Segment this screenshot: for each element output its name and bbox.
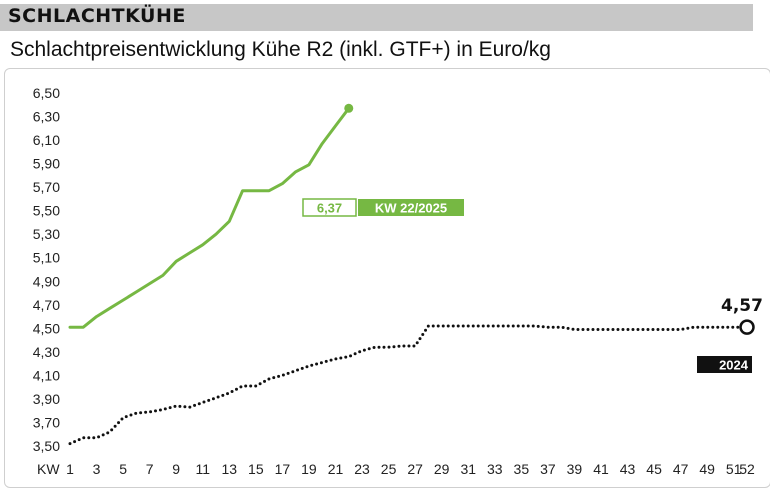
- x-tick-label: 47: [673, 461, 689, 477]
- x-tick-label: 39: [567, 461, 583, 477]
- label-2025-week-box: [358, 199, 464, 216]
- y-tick-label: 6,50: [33, 85, 60, 101]
- header-title: SCHLACHTKÜHE: [8, 5, 186, 27]
- label-2024-year-box: [697, 356, 752, 373]
- x-tick-label: 9: [172, 461, 180, 477]
- x-tick-label: 41: [593, 461, 609, 477]
- y-tick-label: 5,50: [33, 203, 60, 219]
- series-2024: [68, 319, 755, 446]
- y-tick-label: 5,30: [33, 226, 60, 242]
- series-line-2024: [68, 324, 749, 446]
- header-bar: SCHLACHTKÜHE: [0, 4, 753, 31]
- x-tick-label: 21: [328, 461, 344, 477]
- x-tick-label: 17: [275, 461, 291, 477]
- series-line-2025: [68, 106, 351, 329]
- y-tick-label: 6,30: [33, 109, 60, 125]
- x-tick-label: 43: [620, 461, 636, 477]
- x-axis-label: KW: [37, 461, 60, 477]
- x-tick-label: 1: [66, 461, 74, 477]
- x-tick-label: 29: [434, 461, 450, 477]
- y-tick-label: 5,10: [33, 250, 60, 266]
- x-tick-label: 23: [354, 461, 370, 477]
- y-tick-label: 6,10: [33, 132, 60, 148]
- label-2025-value: 6,37: [317, 201, 342, 216]
- x-tick-label: 7: [146, 461, 154, 477]
- end-marker-2024: [739, 319, 755, 335]
- x-tick-label: 27: [407, 461, 423, 477]
- y-tick-label: 4,90: [33, 273, 60, 289]
- y-tick-label: 5,70: [33, 179, 60, 195]
- label-2024-year: 2024: [719, 358, 749, 373]
- x-tick-label: 45: [646, 461, 662, 477]
- x-tick-label: 31: [460, 461, 476, 477]
- x-tick-label: 52: [739, 461, 755, 477]
- y-tick-label: 3,70: [33, 414, 60, 430]
- label-2025-week: KW 22/2025: [375, 201, 447, 216]
- x-tick-label: 11: [195, 461, 210, 477]
- label-2025-value-box: [302, 198, 357, 217]
- x-tick-label: 13: [222, 461, 238, 477]
- y-tick-label: 4,70: [33, 297, 60, 313]
- x-tick-label: 19: [301, 461, 317, 477]
- x-tick-label: 49: [699, 461, 715, 477]
- y-tick-label: 4,10: [33, 367, 60, 383]
- y-axis-ticks: 3,50 3,70 3,90 4,10 4,30 4,50 4,70 4,90 5,10 5,30…: [33, 85, 60, 454]
- chart-frame: [4, 68, 770, 488]
- y-tick-label: 4,30: [33, 344, 60, 360]
- x-tick-label: 3: [93, 461, 101, 477]
- label-2024-value: 4,57: [721, 296, 763, 316]
- series-2025: [68, 103, 354, 329]
- x-tick-label: 33: [487, 461, 503, 477]
- chart-subtitle: Schlachtpreisentwicklung Kühe R2 (inkl. …: [10, 38, 551, 61]
- x-axis-ticks: 1 3 5 7 9 11 13 15 17 19 21 23 25 27 29 31 33 35 37 39 41 43 4…: [66, 461, 755, 477]
- x-tick-label: 51: [726, 461, 742, 477]
- y-tick-label: 4,50: [33, 320, 60, 336]
- x-tick-label: 37: [540, 461, 556, 477]
- x-tick-label: 25: [381, 461, 397, 477]
- x-tick-label: 35: [514, 461, 530, 477]
- y-tick-label: 3,50: [33, 438, 60, 454]
- x-tick-label: 15: [248, 461, 264, 477]
- y-tick-label: 5,90: [33, 156, 60, 172]
- y-tick-label: 3,90: [33, 391, 60, 407]
- end-marker-2025: [344, 103, 354, 113]
- x-tick-label: 5: [119, 461, 127, 477]
